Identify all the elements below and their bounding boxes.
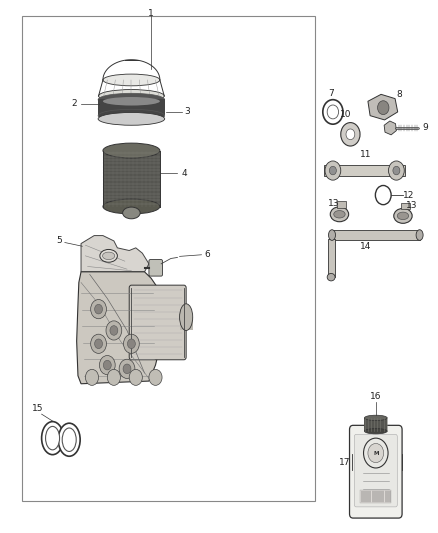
Ellipse shape (46, 426, 60, 450)
Circle shape (103, 360, 111, 370)
Ellipse shape (99, 90, 164, 102)
Text: 1: 1 (148, 9, 154, 18)
Circle shape (95, 304, 102, 314)
Bar (324, 165, 405, 176)
Ellipse shape (328, 230, 336, 240)
Circle shape (91, 334, 106, 353)
Bar (337, 201, 346, 208)
Bar (364, 418, 387, 431)
Ellipse shape (102, 252, 115, 260)
Circle shape (129, 369, 142, 385)
Polygon shape (368, 94, 398, 120)
Ellipse shape (180, 304, 193, 330)
Polygon shape (384, 121, 396, 135)
Text: 4: 4 (181, 169, 187, 177)
Text: 11: 11 (360, 150, 371, 159)
Text: 9: 9 (422, 124, 428, 132)
Ellipse shape (327, 273, 335, 281)
Ellipse shape (330, 207, 349, 222)
Ellipse shape (103, 74, 160, 86)
Ellipse shape (98, 109, 165, 122)
Circle shape (368, 443, 384, 463)
Ellipse shape (416, 230, 423, 240)
Ellipse shape (103, 143, 160, 158)
Circle shape (378, 101, 389, 115)
Text: 14: 14 (360, 242, 371, 251)
Ellipse shape (62, 428, 76, 451)
Bar (180, 317, 193, 330)
Circle shape (341, 123, 360, 146)
Circle shape (106, 321, 122, 340)
Text: 13: 13 (328, 199, 339, 208)
Ellipse shape (103, 199, 160, 214)
Circle shape (107, 369, 120, 385)
Text: 6: 6 (204, 251, 210, 259)
Bar (103, 150, 160, 206)
Text: 12: 12 (403, 191, 414, 199)
Polygon shape (77, 272, 162, 384)
Ellipse shape (98, 112, 165, 125)
Circle shape (325, 161, 341, 180)
Ellipse shape (42, 422, 64, 455)
FancyBboxPatch shape (149, 260, 162, 276)
Text: 13: 13 (406, 201, 417, 209)
Ellipse shape (397, 212, 409, 220)
Ellipse shape (103, 97, 160, 106)
Bar (401, 203, 410, 209)
Ellipse shape (98, 93, 165, 106)
Circle shape (127, 339, 135, 349)
Circle shape (389, 161, 404, 180)
Circle shape (119, 359, 135, 378)
Text: M: M (373, 450, 378, 456)
Bar (22, 16, 315, 501)
Circle shape (329, 166, 336, 175)
Text: 7: 7 (328, 89, 334, 98)
Bar (99, 98, 164, 119)
Bar (360, 490, 391, 503)
FancyBboxPatch shape (354, 434, 397, 507)
Circle shape (85, 369, 99, 385)
Text: 3: 3 (184, 108, 191, 116)
Ellipse shape (123, 207, 140, 219)
Circle shape (346, 129, 355, 140)
Text: 2: 2 (72, 100, 77, 108)
Circle shape (110, 326, 118, 335)
Ellipse shape (100, 249, 117, 262)
Circle shape (95, 339, 102, 349)
Circle shape (99, 356, 115, 375)
Circle shape (124, 334, 139, 353)
Circle shape (123, 364, 131, 374)
Polygon shape (81, 236, 149, 272)
Text: 17: 17 (339, 458, 350, 466)
Circle shape (149, 369, 162, 385)
FancyBboxPatch shape (350, 425, 402, 518)
Circle shape (91, 300, 106, 319)
Ellipse shape (364, 429, 387, 434)
Text: 15: 15 (32, 405, 43, 413)
Text: 10: 10 (340, 110, 352, 118)
FancyBboxPatch shape (129, 285, 186, 360)
Text: 8: 8 (396, 90, 403, 99)
Ellipse shape (334, 211, 345, 218)
Text: 16: 16 (370, 392, 381, 401)
Ellipse shape (58, 423, 80, 456)
Ellipse shape (394, 208, 412, 223)
Circle shape (393, 166, 400, 175)
Ellipse shape (364, 415, 387, 421)
Text: 5: 5 (56, 237, 62, 245)
Bar (98, 99, 165, 115)
